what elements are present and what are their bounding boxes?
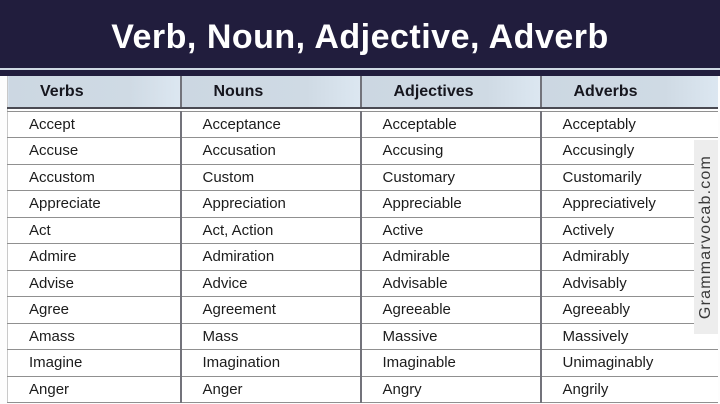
cell: Angry: [359, 376, 541, 403]
table-row: Advise Advice Advisable Advisably: [7, 270, 718, 297]
watermark-strip: Grammarvocab.com: [694, 140, 718, 334]
cell: Agreeable: [359, 296, 541, 324]
column-header-adverbs: Adverbs: [539, 76, 718, 109]
title-divider-dark: [0, 70, 720, 76]
cell: Accusingly: [539, 137, 718, 165]
cell: Custom: [179, 164, 361, 191]
cell: Appreciation: [179, 190, 361, 218]
table-row: Appreciate Appreciation Appreciable Appreci…: [7, 190, 718, 218]
cell: Unimaginably: [539, 349, 718, 377]
cell: Act, Action: [179, 217, 361, 244]
cell: Agree: [7, 296, 181, 324]
table-row: Act Act, Action Active Actively: [7, 217, 718, 244]
cell: Anger: [7, 376, 181, 403]
cell: Agreement: [179, 296, 361, 324]
column-header-verbs: Verbs: [7, 76, 181, 109]
table-row: Accuse Accusation Accusing Accusingly: [7, 137, 718, 165]
table-row: Imagine Imagination Imaginable Unimaginably: [7, 349, 718, 377]
cell: Imagination: [179, 349, 361, 377]
cell: Appreciable: [359, 190, 541, 218]
cell: Accustom: [7, 164, 181, 191]
cell: Customarily: [539, 164, 718, 191]
cell: Advisable: [359, 270, 541, 297]
title-divider-light: [0, 68, 720, 70]
column-header-nouns: Nouns: [179, 76, 361, 109]
watermark-text: Grammarvocab.com: [697, 154, 714, 320]
cell: Advise: [7, 270, 181, 297]
cell: Appreciate: [7, 190, 181, 218]
cell: Acceptably: [539, 110, 718, 138]
table-row: Accept Acceptance Acceptable Acceptably: [7, 110, 718, 138]
cell: Admire: [7, 243, 181, 271]
cell: Imagine: [7, 349, 181, 377]
cell: Admirable: [359, 243, 541, 271]
table-row: Anger Anger Angry Angrily: [7, 376, 718, 403]
table-row: Admire Admiration Admirable Admirably: [7, 243, 718, 271]
cell: Amass: [7, 323, 181, 350]
column-header-adjectives: Adjectives: [359, 76, 541, 109]
table-row: Amass Mass Massive Massively: [7, 323, 718, 350]
cell: Acceptance: [179, 110, 361, 138]
cell: Appreciatively: [539, 190, 718, 218]
table-header-row: Verbs Nouns Adjectives Adverbs: [7, 76, 718, 109]
table-body: Accept Acceptance Acceptable Acceptably Accu…: [7, 108, 718, 403]
cell: Mass: [179, 323, 361, 350]
cell: Massively: [539, 323, 718, 350]
cell: Customary: [359, 164, 541, 191]
title-bar: Verb, Noun, Adjective, Adverb: [0, 0, 720, 68]
table: Verbs Nouns Adjectives Adverbs Accept Acc…: [7, 76, 718, 403]
cell: Imaginable: [359, 349, 541, 377]
word-forms-table: Verbs Nouns Adjectives Adverbs Accept Acc…: [7, 76, 718, 403]
cell: Accept: [7, 110, 181, 138]
cell: Admiration: [179, 243, 361, 271]
cell: Accusation: [179, 137, 361, 165]
cell: Anger: [179, 376, 361, 403]
table-row: Accustom Custom Customary Customarily: [7, 164, 718, 191]
cell: Massive: [359, 323, 541, 350]
cell: Agreeably: [539, 296, 718, 324]
table-row: Agree Agreement Agreeable Agreeably: [7, 296, 718, 324]
cell: Act: [7, 217, 181, 244]
cell: Advisably: [539, 270, 718, 297]
cell: Angrily: [539, 376, 718, 403]
cell: Advice: [179, 270, 361, 297]
cell: Acceptable: [359, 110, 541, 138]
cell: Accusing: [359, 137, 541, 165]
cell: Active: [359, 217, 541, 244]
cell: Accuse: [7, 137, 181, 165]
page-title: Verb, Noun, Adjective, Adverb: [111, 17, 609, 56]
cell: Admirably: [539, 243, 718, 271]
cell: Actively: [539, 217, 718, 244]
